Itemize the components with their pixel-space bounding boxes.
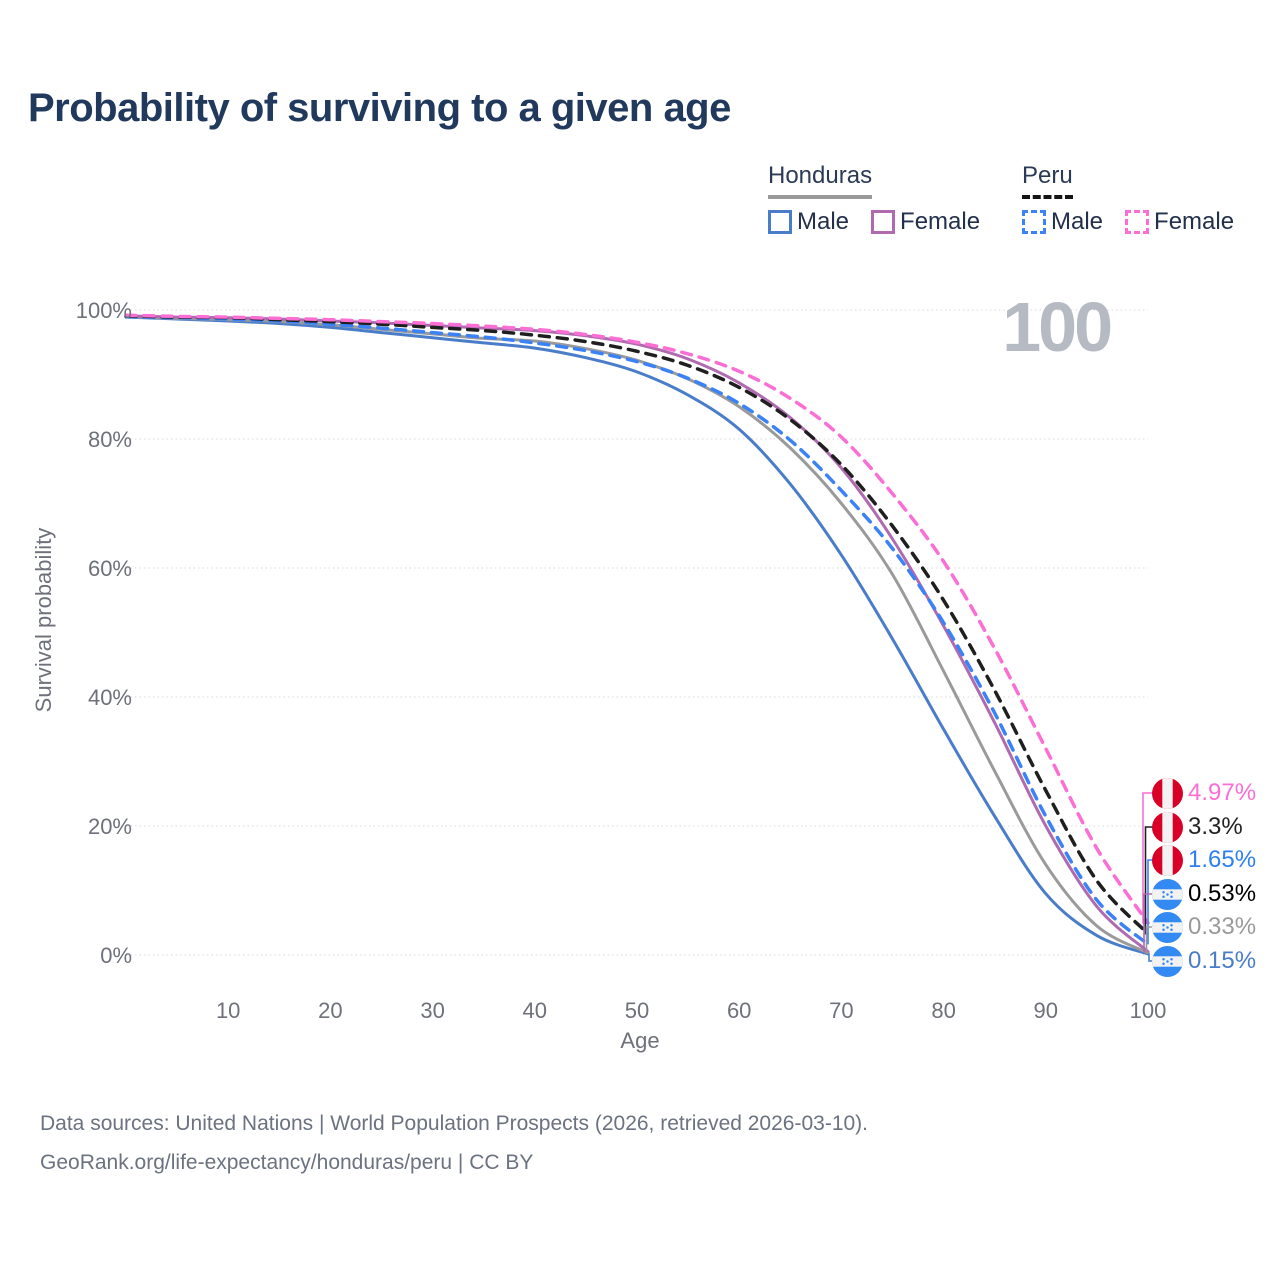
footer-link-line[interactable]: GeoRank.org/life-expectancy/honduras/per… — [40, 1151, 534, 1174]
hover-age-watermark: 100 — [1002, 288, 1113, 366]
x-tick-label: 50 — [624, 998, 650, 1023]
legend-group-peru: Peru Male Female — [1022, 162, 1234, 236]
legend-item-honduras-male[interactable]: Male — [768, 208, 849, 236]
x-tick-label: 60 — [726, 998, 752, 1023]
end-label-honduras-all[interactable]: 0.33% — [1152, 910, 1256, 944]
y-tick-label: 20% — [87, 814, 132, 839]
end-label-value: 1.65% — [1188, 846, 1257, 873]
peru-female-swatch-icon — [1125, 210, 1150, 234]
leader-line-honduras-male — [1148, 953, 1153, 962]
series-line-honduras-male[interactable] — [124, 315, 1150, 956]
end-label-peru-male[interactable]: 1.65% — [1152, 843, 1256, 877]
series-line-honduras-all[interactable] — [124, 314, 1150, 955]
legend-label: Female — [900, 208, 981, 235]
honduras-flag-icon — [1152, 945, 1183, 977]
footer-sources-line: Data sources: United Nations | World Pop… — [40, 1112, 869, 1135]
legend-label: Male — [797, 208, 850, 235]
y-tick-label: 40% — [87, 685, 132, 710]
legend-item-peru-female[interactable]: Female — [1125, 208, 1234, 236]
series-line-peru-male[interactable] — [124, 314, 1150, 947]
x-tick-label: 90 — [1033, 998, 1059, 1023]
legend-country-honduras[interactable]: Honduras — [768, 162, 873, 199]
end-label-peru-all[interactable]: 3.3% — [1152, 810, 1243, 844]
honduras-flag-icon — [1152, 878, 1183, 910]
end-label-value: 3.3% — [1188, 813, 1243, 840]
x-tick-label: 20 — [318, 998, 343, 1023]
y-tick-label: 60% — [87, 556, 132, 581]
series-line-peru-all[interactable] — [124, 314, 1150, 936]
end-label-peru-female[interactable]: 4.97% — [1152, 776, 1256, 810]
x-axis-title: Age — [620, 1028, 660, 1053]
legend-group-honduras: Honduras Male Female — [768, 162, 980, 236]
honduras-flag-icon — [1152, 911, 1183, 943]
end-label-value: 4.97% — [1188, 779, 1257, 806]
legend-country-peru[interactable]: Peru — [1022, 162, 1073, 199]
end-label-honduras-male[interactable]: 0.15% — [1152, 944, 1256, 978]
x-tick-label: 70 — [829, 998, 854, 1023]
honduras-female-swatch-icon — [871, 210, 896, 234]
peru-flag-icon — [1152, 844, 1183, 876]
x-tick-label: 40 — [522, 998, 548, 1023]
x-tick-label: 80 — [931, 998, 956, 1023]
leader-line-honduras-all — [1145, 926, 1153, 954]
legend-label: Male — [1051, 208, 1104, 235]
peru-flag-icon — [1152, 811, 1183, 843]
peru-flag-icon — [1152, 777, 1183, 809]
y-tick-label: 80% — [87, 427, 132, 452]
end-label-value: 0.53% — [1188, 880, 1257, 907]
peru-male-swatch-icon — [1022, 210, 1046, 234]
leader-line-peru-male — [1147, 859, 1153, 945]
legend-item-peru-male[interactable]: Male — [1022, 208, 1103, 236]
y-tick-label: 0% — [100, 943, 132, 968]
series-line-peru-female[interactable] — [124, 313, 1150, 925]
x-tick-label: 10 — [215, 998, 241, 1023]
x-tick-label: 30 — [420, 998, 445, 1023]
series-line-honduras-female[interactable] — [124, 314, 1150, 954]
end-label-value: 0.15% — [1188, 947, 1257, 974]
page-title: Probability of surviving to a given age — [28, 86, 731, 130]
honduras-male-swatch-icon — [768, 210, 792, 234]
x-tick-label: 100 — [1129, 998, 1167, 1023]
legend-item-honduras-female[interactable]: Female — [871, 208, 980, 236]
end-label-value: 0.33% — [1188, 913, 1257, 940]
y-tick-label: 100% — [75, 298, 132, 323]
footer-note: Data sources: United Nations | World Pop… — [40, 1104, 868, 1182]
legend-label: Female — [1154, 208, 1235, 235]
end-label-honduras-female[interactable]: 0.53% — [1152, 877, 1256, 911]
